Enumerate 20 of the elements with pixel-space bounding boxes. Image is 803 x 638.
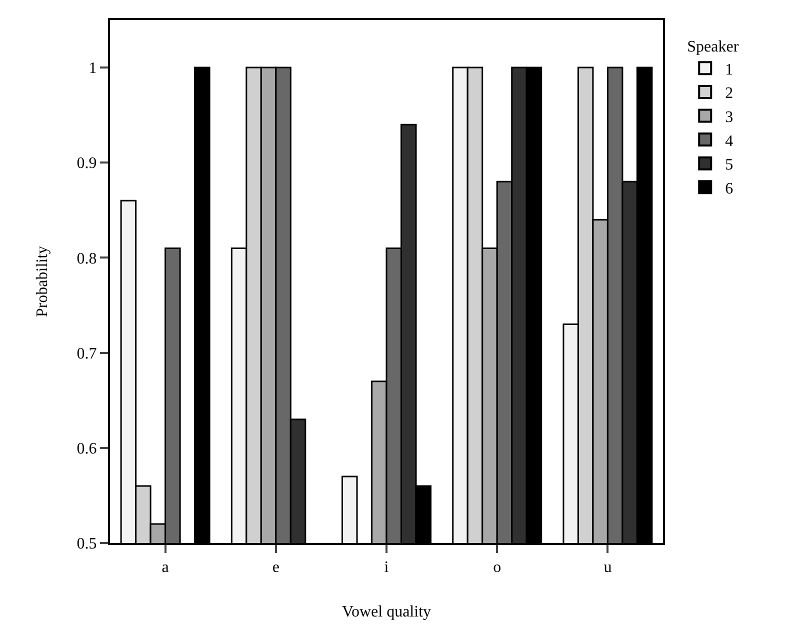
y-tick-label: 0.9 [76,155,97,172]
legend-title: Speaker [687,38,740,56]
legend-label: 4 [725,132,734,150]
legend-label: 3 [725,109,734,126]
x-tick-label: o [493,559,502,576]
y-tick-label: 1 [88,60,97,78]
y-tick-label: 0.6 [76,440,97,458]
y-axis-title: Probability [34,246,52,318]
y-tick-label: 0.7 [76,345,97,362]
x-axis-title: Vowel quality [342,603,432,620]
x-tick-label: a [162,559,169,576]
legend-label: 2 [725,85,734,102]
y-tick-label: 0.8 [76,250,97,268]
y-tick-label: 0.5 [76,536,97,553]
x-tick-label: e [272,559,280,576]
legend-label: 1 [725,61,734,78]
legend-label: 6 [725,180,734,198]
x-tick-label: i [384,559,390,576]
legend-label: 5 [725,156,734,174]
x-tick-label: u [604,559,612,576]
